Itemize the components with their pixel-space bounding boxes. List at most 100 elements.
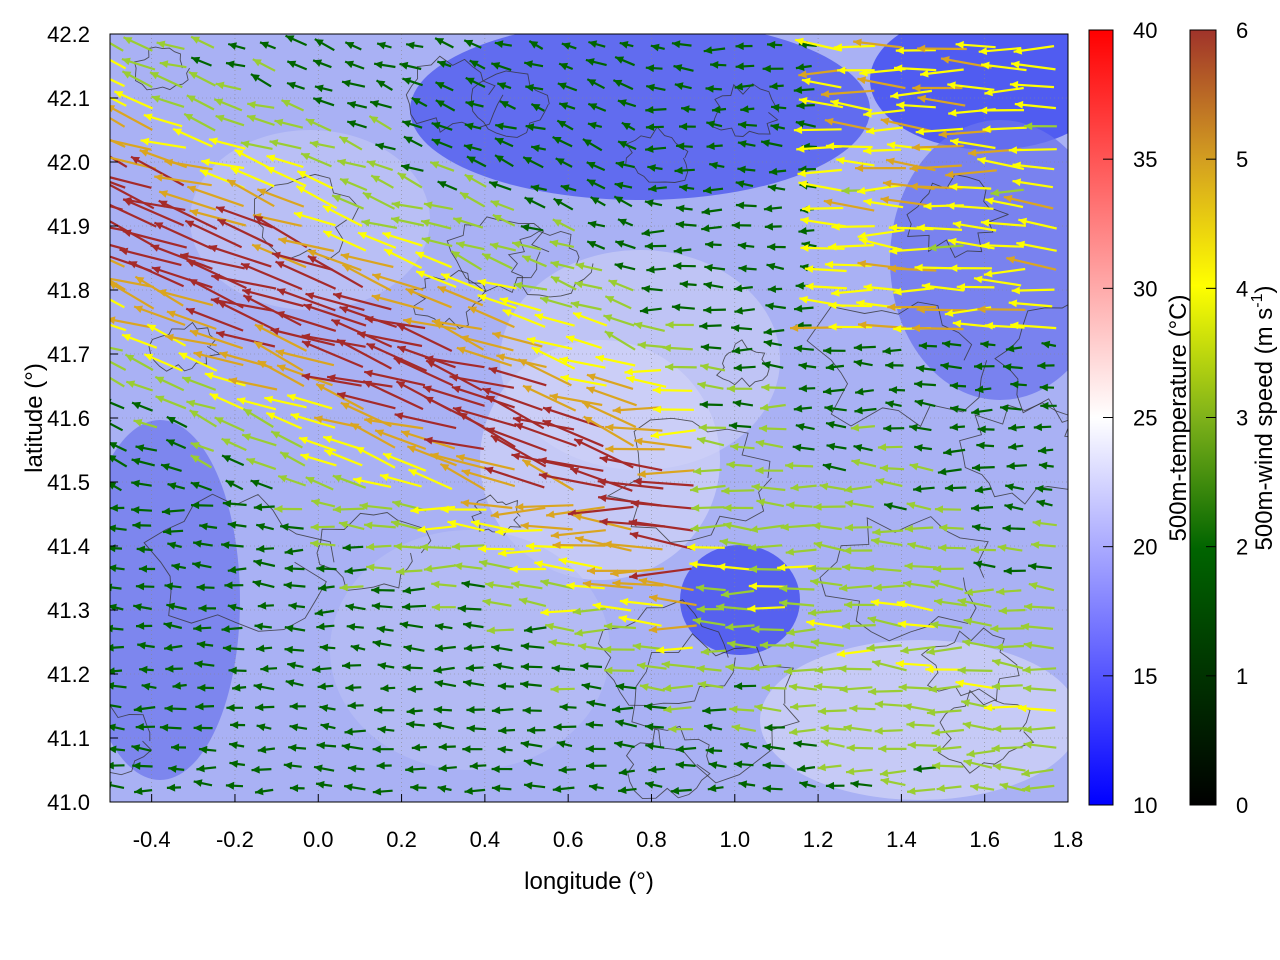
wind-arrow-head [679, 183, 688, 192]
wind-arrow-head [964, 588, 974, 596]
wind-arrow-shaft [153, 221, 213, 250]
wind-arrow-head [229, 760, 238, 768]
wind-arrow-head [675, 220, 685, 229]
y-tick-label: 41.6 [47, 406, 90, 431]
wind-arrow-shaft [603, 542, 663, 551]
wind-arrow-head [465, 664, 475, 672]
wind-arrow-head [605, 423, 614, 432]
wind-arrow-head [518, 359, 528, 367]
wind-arrow-head [962, 721, 972, 730]
wind-arrow-head [269, 139, 279, 147]
wind-arrow-head [1012, 178, 1022, 187]
wind-arrow-head [895, 46, 904, 55]
wind-arrow-head [264, 395, 274, 404]
wind-arrow-head [190, 455, 200, 463]
wind-arrow-head [402, 663, 411, 672]
contour-line [994, 304, 1068, 423]
wind-arrow-head [453, 562, 463, 571]
wind-arrow-head [932, 761, 941, 770]
wind-arrow-head [242, 433, 251, 441]
wind-arrow-head [777, 563, 786, 572]
wind-arrow-head [900, 646, 909, 655]
wind-arrow-head [497, 745, 506, 754]
wind-arrow-head [462, 745, 471, 754]
wind-arrow-head [952, 220, 962, 229]
wind-arrow-head [671, 40, 681, 49]
wind-arrow-head [980, 218, 990, 227]
wind-arrow-head [614, 181, 624, 190]
wind-arrow-head [608, 279, 618, 288]
wind-arrow-head [215, 81, 225, 90]
wind-arrow-head [287, 393, 296, 402]
wind-arrow-head [779, 599, 788, 608]
wind-arrow-shaft [275, 349, 335, 367]
wind-arrow-head [998, 606, 1007, 615]
wind-arrow-head [983, 703, 993, 712]
wind-arrow-head [197, 683, 206, 692]
wind-arrow-head [495, 527, 504, 536]
wind-arrow-head [587, 241, 597, 249]
wind-arrow-head [849, 704, 858, 713]
wind-arrow-head [1023, 740, 1032, 749]
wind-arrow-head [982, 125, 991, 134]
colorbar-tick-label: 25 [1133, 406, 1157, 431]
wind-arrow-head [947, 81, 956, 90]
wind-arrow-head [703, 306, 712, 314]
wind-arrow-head [647, 164, 656, 172]
wind-arrow-head [437, 785, 447, 793]
wind-arrow-head [1041, 340, 1051, 349]
wind-arrow-head [863, 109, 872, 118]
wind-arrow-shaft [638, 578, 694, 592]
wind-arrow-head [586, 386, 596, 394]
wind-arrow-head [996, 587, 1005, 596]
wind-arrow-head [977, 425, 986, 434]
wind-arrow-head [603, 540, 612, 549]
wind-arrow-head [697, 680, 707, 689]
wind-arrow-head [823, 346, 832, 355]
contour-line [906, 173, 1009, 259]
wind-arrow-head [603, 314, 613, 322]
wind-arrow-head [863, 146, 872, 155]
wind-arrow-shaft [186, 259, 247, 290]
wind-arrow-head [907, 741, 916, 749]
wind-arrow-head [290, 412, 300, 421]
heatmap-patch [680, 545, 800, 655]
wind-arrow-head [333, 292, 342, 300]
wind-arrow-head [132, 401, 141, 410]
wind-arrow-head [790, 324, 799, 332]
wind-arrow-head [701, 224, 710, 233]
wind-arrow-head [364, 369, 373, 378]
wind-arrow-head [531, 144, 540, 153]
wind-arrow-head [949, 183, 958, 191]
wind-arrow-shaft [303, 303, 367, 327]
wind-arrow-head [226, 60, 235, 69]
y-axis-label: latitude (°) [21, 363, 48, 473]
wind-arrow-head [937, 467, 947, 476]
wind-arrow-head [883, 424, 892, 433]
wind-arrow-head [491, 706, 501, 715]
wind-arrow-shaft [189, 329, 244, 350]
wind-arrow-shaft [301, 334, 366, 348]
wind-arrow-head [277, 364, 286, 372]
wind-arrow-head [612, 579, 621, 588]
wind-arrow-head [675, 745, 685, 753]
wind-arrow-head [663, 705, 672, 714]
wind-arrow-head [705, 240, 714, 249]
wind-arrow-head [802, 204, 811, 213]
wind-arrow-head [365, 315, 374, 324]
wind-arrow-head [944, 484, 954, 492]
wind-arrow-head [903, 580, 912, 588]
wind-arrow-shaft [276, 288, 336, 312]
wind-arrow-head [132, 762, 141, 770]
contour-line [715, 339, 770, 388]
wind-arrow-head [735, 42, 744, 51]
wind-arrow-head [339, 136, 349, 145]
wind-arrow-head [358, 232, 367, 240]
wind-arrow-head [751, 663, 760, 672]
wind-arrow-head [747, 604, 756, 613]
wind-arrow-head [690, 524, 699, 532]
wind-arrow-head [691, 504, 700, 512]
wind-arrow-head [808, 608, 817, 617]
wind-arrow-head [424, 396, 434, 404]
